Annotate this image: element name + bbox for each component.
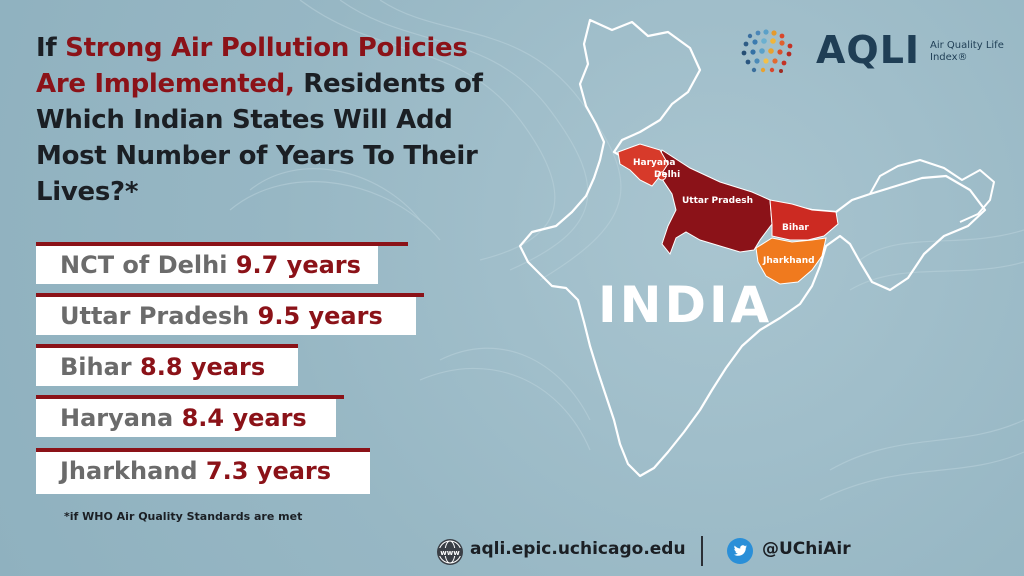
ranking-state: Bihar [60, 353, 132, 381]
twitter-bird-icon [727, 538, 753, 564]
ranking-label: Jharkhand 7.3 years [60, 454, 331, 488]
headline-highlight: Strong Air Pollution Policies Are Implem… [36, 33, 468, 99]
country-label: INDIA [598, 276, 773, 334]
ranking-label: Bihar 8.8 years [60, 350, 265, 384]
ranking-row-accent [36, 395, 344, 399]
ranking-value: 8.4 years [181, 404, 307, 432]
logo-wordmark: AQLI [816, 28, 921, 72]
ranking-row-accent [36, 344, 298, 348]
headline-pre: If [36, 33, 66, 63]
ranking-row-4: Haryana 8.4 years [36, 395, 344, 437]
ranking-row-1: NCT of Delhi 9.7 years [36, 242, 408, 284]
ranking-state: Haryana [60, 404, 174, 432]
ranking-state: NCT of Delhi [60, 251, 228, 279]
state-label-bihar: Bihar [782, 223, 809, 233]
headline: If Strong Air Pollution Policies Are Imp… [36, 30, 506, 210]
ranking-row-accent [36, 242, 408, 246]
ranking-value: 8.8 years [140, 353, 266, 381]
ranking-value: 9.5 years [257, 302, 383, 330]
ranking-label: Haryana 8.4 years [60, 401, 307, 435]
logo-subtitle: Air Quality Life Index® [930, 40, 1004, 63]
ranking-state: Uttar Pradesh [60, 302, 250, 330]
footer-divider [701, 536, 703, 566]
svg-text:www: www [440, 549, 460, 557]
ranking-row-2: Uttar Pradesh 9.5 years [36, 293, 424, 335]
headline-post: Residents of Which Indian States Will Ad… [36, 69, 483, 207]
ranking-value: 9.7 years [235, 251, 361, 279]
ranking-label: Uttar Pradesh 9.5 years [60, 299, 383, 333]
ranking-state: Jharkhand [60, 457, 206, 485]
state-label-delhi: Delhi [654, 170, 681, 180]
state-uttar-pradesh [655, 149, 773, 255]
ranking-row-accent [36, 448, 370, 452]
website-link[interactable]: aqli.epic.uchicago.edu [470, 539, 686, 559]
state-label-uttar-pradesh: Uttar Pradesh [682, 196, 753, 206]
twitter-handle-link[interactable]: @UChiAir [762, 539, 851, 559]
state-haryana [617, 143, 669, 187]
state-label-jharkhand: Jharkhand [763, 256, 815, 266]
state-jharkhand [755, 237, 827, 285]
aqli-logo: AQLI Air Quality Life Index® [736, 26, 1006, 78]
footnote: *if WHO Air Quality Standards are met [64, 510, 303, 523]
ranking-label: NCT of Delhi 9.7 years [60, 248, 361, 282]
ranking-value: 7.3 years [205, 457, 332, 485]
northeast-outline [869, 159, 995, 223]
india-map [518, 18, 995, 478]
aqli-dots-logo-icon [741, 29, 793, 73]
ranking-row-accent [36, 293, 424, 297]
globe-www-icon: www [437, 539, 463, 565]
state-delhi [657, 171, 667, 181]
ranking-row-5: Jharkhand 7.3 years [36, 448, 370, 494]
state-label-haryana: Haryana [633, 158, 676, 168]
ranking-row-3: Bihar 8.8 years [36, 344, 298, 386]
state-bihar [769, 199, 839, 241]
